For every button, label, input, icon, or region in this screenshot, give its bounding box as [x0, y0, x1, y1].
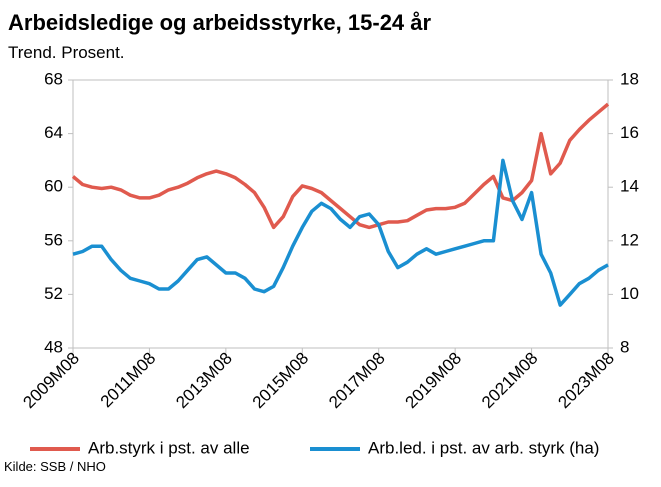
y2-tick-label: 8	[620, 337, 629, 356]
y2-tick-label: 14	[620, 177, 639, 196]
x-tick-label: 2023M08	[554, 349, 618, 413]
y-tick-label: 60	[44, 177, 63, 196]
legend-label: Arb.led. i pst. av arb. styrk (ha)	[368, 438, 599, 457]
x-tick-label: 2019M08	[402, 349, 466, 413]
y-tick-label: 56	[44, 230, 63, 249]
y2-tick-label: 10	[620, 284, 639, 303]
chart-title: Arbeidsledige og arbeidsstyrke, 15-24 år	[8, 10, 432, 35]
x-tick-label: 2017M08	[325, 349, 389, 413]
y-tick-label: 64	[44, 123, 63, 142]
y2-tick-label: 16	[620, 123, 639, 142]
legend-label: Arb.styrk i pst. av alle	[88, 438, 250, 457]
y2-tick-label: 18	[620, 69, 639, 88]
y-tick-label: 52	[44, 284, 63, 303]
x-tick-label: 2011M08	[97, 349, 160, 412]
x-tick-label: 2013M08	[172, 349, 236, 413]
x-tick-label: 2021M08	[478, 349, 542, 413]
plot-frame	[72, 79, 609, 349]
y2-tick-label: 12	[620, 230, 639, 249]
chart-subtitle: Trend. Prosent.	[8, 43, 125, 62]
x-tick-label: 2009M08	[19, 349, 83, 413]
series-line	[71, 102, 610, 230]
source: Kilde: SSB / NHO	[4, 459, 106, 474]
x-tick-label: 2015M08	[249, 349, 313, 413]
y-tick-label: 68	[44, 69, 63, 88]
series-line	[72, 158, 609, 307]
y-tick-label: 48	[44, 337, 63, 356]
